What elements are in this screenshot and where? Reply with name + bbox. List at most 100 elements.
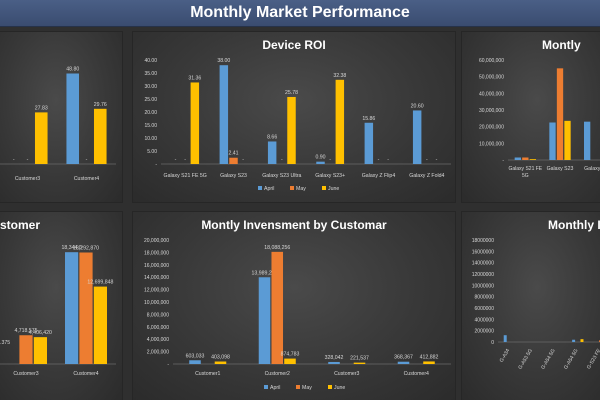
x-tick-label: G-A53 5G: [517, 348, 534, 371]
y-tick-label: 14000000: [472, 261, 494, 267]
x-tick-label: Galaxy S23: [547, 166, 574, 172]
bar-june: [93, 286, 107, 364]
data-label: -: [329, 157, 331, 163]
data-label: 18,088,256: [264, 245, 290, 251]
chart-panel-top-left: - - 27.83 Customer3 48.80 - 29.76 Customer4: [0, 32, 122, 202]
bar-april: [258, 277, 271, 364]
bar-april: [189, 360, 201, 364]
bar-april: [316, 161, 325, 164]
chart-top-right: - 10,000,000 20,000,000 30,000,000 40,000,00…: [479, 58, 600, 179]
bar-april: [584, 121, 591, 160]
data-label: 328,042: [325, 355, 344, 361]
bar-june: [34, 112, 48, 164]
legend-swatch-may: [296, 385, 300, 389]
x-tick-label: Galaxy S23 Ultra: [262, 173, 301, 179]
data-label: 18,292,870: [73, 246, 99, 252]
chart-panel-bottom-right: Monthly In 0 2000000 4000000 6000000 8000000…: [462, 212, 600, 400]
bar-april: [364, 122, 374, 164]
x-tick-label: G-A34: [499, 348, 512, 364]
bar-may: [229, 157, 238, 164]
x-tick-label: Customer4: [73, 371, 98, 377]
y-tick-label: 12000000: [472, 272, 494, 278]
y-tick-label: 8,000,000: [147, 312, 169, 318]
y-tick-label: 20,000,000: [144, 238, 169, 244]
data-label: 4,406,420: [29, 330, 52, 336]
data-label: 38.00: [217, 58, 230, 64]
data-label: -: [281, 157, 283, 163]
y-tick-label: 0: [491, 340, 494, 346]
data-label: 13,989,247: [252, 270, 278, 276]
x-tick-label: G-A54 5G: [540, 348, 557, 371]
legend-label-june: June: [334, 385, 345, 391]
bar-june: [214, 361, 227, 364]
chart-bottom-right: 0 2000000 4000000 6000000 8000000 10000000 120…: [472, 238, 600, 371]
chart-title-device-roi: Device ROI: [262, 38, 326, 52]
data-label: 15.86: [362, 116, 375, 122]
bar-may: [522, 157, 529, 160]
data-label: 48.80: [66, 66, 79, 72]
dashboard-header: Monthly Market Performance: [0, 0, 600, 27]
y-tick-label: 16000000: [472, 249, 494, 255]
y-tick-label: 8000000: [475, 295, 495, 301]
data-label: 27.83: [35, 105, 48, 111]
bar-april: [66, 73, 80, 164]
data-label: 412,882: [420, 354, 439, 360]
data-label: 874,783: [281, 352, 300, 358]
y-tick-label: 10000000: [472, 283, 494, 289]
data-label: 31.36: [188, 75, 201, 81]
y-tick-label: 10,000,000: [479, 141, 504, 147]
data-label: 18,344,0: [61, 245, 81, 251]
data-label: 4,718,575: [14, 328, 37, 334]
x-tick-label: Galaxy S21 FE 5G: [164, 173, 207, 179]
y-tick-label: 20,000,000: [479, 125, 504, 131]
legend-swatch-may: [290, 186, 294, 190]
y-tick-label: 4000000: [475, 317, 495, 323]
data-label: .375: [0, 340, 10, 346]
data-label: -: [86, 157, 88, 163]
y-tick-label: 40.00: [144, 58, 157, 64]
data-label: 368,367: [394, 355, 413, 361]
bar-june: [287, 96, 296, 164]
data-label: -: [426, 157, 428, 163]
y-tick-label: -: [502, 158, 504, 164]
y-tick-label: 2000000: [475, 329, 495, 335]
data-label: 2.41: [228, 151, 238, 157]
legend-label-may: May: [296, 186, 306, 192]
bar-june: [190, 82, 200, 164]
data-label: -: [242, 157, 244, 163]
bar-june: [284, 358, 296, 364]
y-tick-label: 6,000,000: [147, 325, 169, 331]
data-label: -: [378, 157, 380, 163]
y-tick-label: 14,000,000: [144, 275, 169, 281]
y-tick-label: -: [155, 162, 157, 168]
x-tick-label: Galaxy Z Fold4: [409, 173, 444, 179]
data-label: 25.78: [285, 90, 298, 96]
bar-april: [412, 110, 422, 164]
y-tick-label: 10,000,000: [144, 300, 169, 306]
bar-april: [328, 361, 340, 364]
chart-investment: - 2,000,000 4,000,000 6,000,000 8,000,000 10,…: [144, 238, 451, 391]
data-label: 0.90: [315, 155, 325, 161]
data-label: 403,098: [211, 355, 230, 361]
x-tick-label: Customer4: [74, 176, 99, 182]
bar-june: [33, 337, 47, 364]
chart-title-bottom-left: stomer: [0, 218, 41, 232]
data-label: -: [27, 157, 29, 163]
data-label: 603,033: [186, 353, 205, 359]
y-tick-label: 30.00: [144, 84, 157, 90]
y-tick-label: 18,000,000: [144, 250, 169, 256]
x-tick-label: Customer3: [334, 371, 359, 377]
x-tick-label: G-A54 5G: [563, 348, 580, 371]
y-tick-label: 35.00: [144, 71, 157, 77]
chart-panel-top-right: Montly - 10,000,000 20,000,000 30,000,000 40…: [462, 32, 600, 202]
x-tick-label: Customer3: [13, 371, 38, 377]
data-label: 20.60: [411, 103, 424, 109]
y-tick-label: 2,000,000: [147, 350, 169, 356]
bar-april: [267, 141, 277, 164]
data-label: -: [436, 157, 438, 163]
legend-swatch-april: [258, 186, 262, 190]
data-label: 29.76: [94, 102, 107, 108]
y-tick-label: 10.00: [144, 136, 157, 142]
bar-april: [572, 339, 576, 342]
